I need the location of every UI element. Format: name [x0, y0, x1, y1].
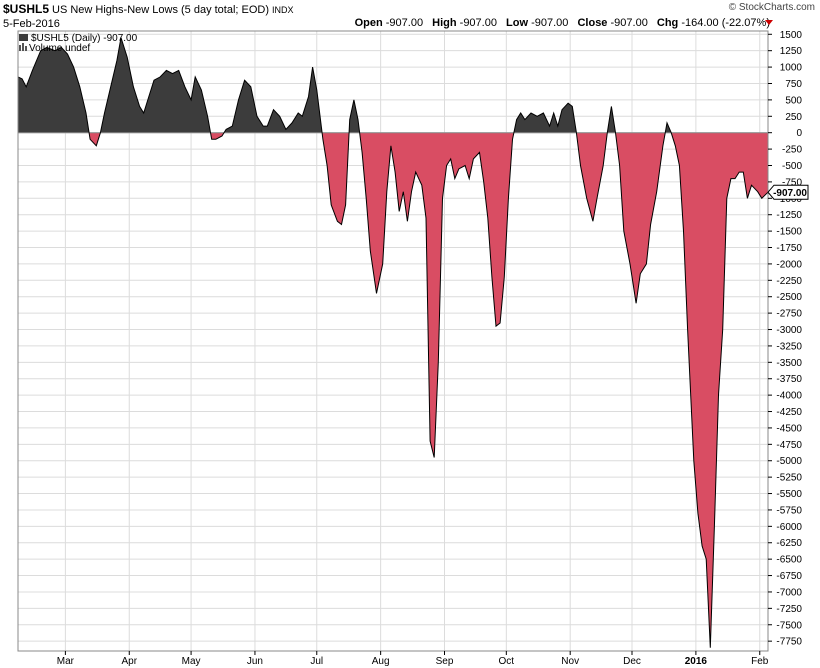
- negative-area: [576, 132, 608, 222]
- y-tick-label: 0: [796, 128, 802, 139]
- symbol-title: $USHL5 US New Highs-New Lows (5 day total…: [3, 2, 294, 16]
- positive-area: [513, 103, 577, 133]
- chg-value: -164.00 (-22.07%): [681, 17, 770, 29]
- y-tick-label: -6250: [776, 538, 802, 549]
- y-tick-label: 1250: [780, 46, 803, 57]
- legend: $USHL5 (Daily) -907.00 Volume undef: [19, 33, 138, 54]
- series-legend-text: $USHL5 (Daily) -907.00: [31, 33, 138, 44]
- ohlc-readout: Open -907.00 High -907.00 Low -907.00 Cl…: [355, 17, 770, 29]
- chart-date: 5-Feb-2016: [3, 18, 60, 30]
- y-tick-label: -1250: [776, 210, 802, 221]
- last-value-text: -907.00: [773, 188, 807, 199]
- x-tick-label: Sep: [436, 656, 454, 667]
- negative-area: [210, 132, 224, 140]
- x-tick-label: 2016: [685, 656, 708, 667]
- volume-legend-text: Volume undef: [29, 43, 90, 54]
- plot-border: [17, 30, 769, 652]
- y-tick-label: -3250: [776, 341, 802, 352]
- negative-area: [359, 132, 514, 458]
- y-tick-label: -5250: [776, 473, 802, 484]
- down-arrow-icon: [765, 20, 773, 25]
- y-tick-label: -500: [782, 161, 802, 172]
- y-tick-label: -3500: [776, 358, 802, 369]
- y-tick-label: -4750: [776, 440, 802, 451]
- x-tick-label: Dec: [623, 656, 641, 667]
- chart-header: $USHL5 US New Highs-New Lows (5 day total…: [0, 0, 820, 32]
- close-label: Close: [577, 17, 608, 29]
- y-tick-label: -6750: [776, 571, 802, 582]
- y-axis: 1500125010007505002500-250-500-750-1000-…: [768, 30, 802, 648]
- area-fills: [17, 37, 769, 648]
- y-tick-label: 500: [785, 95, 802, 106]
- y-tick-label: -3000: [776, 325, 802, 336]
- y-tick-label: 1000: [780, 63, 803, 74]
- x-tick-label: Mar: [57, 656, 75, 667]
- x-tick-label: Jul: [310, 656, 323, 667]
- y-tick-label: -7750: [776, 637, 802, 648]
- exchange: INDX: [272, 5, 294, 15]
- watermark: © StockCharts.com: [728, 2, 815, 13]
- symbol: $USHL5: [3, 2, 50, 16]
- positive-area: [607, 106, 616, 133]
- close-value: -907.00: [610, 17, 648, 29]
- symbol-description: US New Highs-New Lows (5 day total; EOD): [52, 4, 270, 16]
- open-label: Open: [354, 17, 383, 29]
- volume-icon: [19, 43, 27, 51]
- y-tick-label: -2000: [776, 259, 802, 270]
- positive-area: [224, 67, 323, 133]
- y-tick-label: -3750: [776, 374, 802, 385]
- y-tick-label: -4500: [776, 423, 802, 434]
- negative-area: [89, 132, 101, 146]
- chg-label: Chg: [656, 17, 679, 29]
- y-tick-label: 250: [785, 112, 802, 123]
- series-legend-swatch: [19, 34, 28, 41]
- plot-frame: [17, 30, 769, 652]
- negative-area: [671, 132, 768, 648]
- y-tick-label: -5750: [776, 505, 802, 516]
- x-tick-label: Oct: [499, 656, 515, 667]
- open-value: -907.00: [385, 17, 424, 29]
- y-tick-label: -7500: [776, 620, 802, 631]
- y-tick-label: -2750: [776, 309, 802, 320]
- x-tick-label: Nov: [561, 656, 579, 667]
- y-tick-label: -2250: [776, 276, 802, 287]
- y-tick-label: -7000: [776, 587, 802, 598]
- x-axis: Mar Apr May Jun Jul Aug Sep Oct Nov Dec 2016 Feb: [57, 651, 769, 667]
- y-tick-label: -6500: [776, 555, 802, 566]
- x-tick-label: Apr: [121, 656, 137, 667]
- low-value: -907.00: [531, 17, 569, 29]
- x-tick-label: Feb: [751, 656, 769, 667]
- y-tick-label: 750: [785, 79, 802, 90]
- x-tick-label: Aug: [372, 656, 390, 667]
- y-tick-label: -1500: [776, 227, 802, 238]
- high-label: High: [432, 17, 457, 29]
- y-tick-label: -6000: [776, 522, 802, 533]
- y-tick-label: 1500: [780, 30, 803, 41]
- y-tick-label: -2500: [776, 292, 802, 303]
- positive-area: [349, 99, 360, 133]
- y-tick-label: -4000: [776, 391, 802, 402]
- series-line: [17, 37, 769, 648]
- last-value-badge: -907.00: [767, 184, 809, 200]
- x-tick-label: May: [182, 656, 201, 667]
- y-tick-label: -5500: [776, 489, 802, 500]
- y-tick-label: -5000: [776, 456, 802, 467]
- y-tick-label: -4250: [776, 407, 802, 418]
- x-tick-label: Jun: [247, 656, 263, 667]
- negative-area: [615, 132, 666, 304]
- y-tick-label: -1750: [776, 243, 802, 254]
- negative-area: [322, 132, 350, 225]
- y-tick-label: -250: [782, 145, 802, 156]
- high-value: -907.00: [459, 17, 497, 29]
- positive-area: [18, 47, 90, 133]
- low-label: Low: [506, 17, 529, 29]
- last-value-badge-shape: [767, 184, 809, 200]
- y-tick-label: -750: [782, 177, 802, 188]
- y-tick-label: -7250: [776, 604, 802, 615]
